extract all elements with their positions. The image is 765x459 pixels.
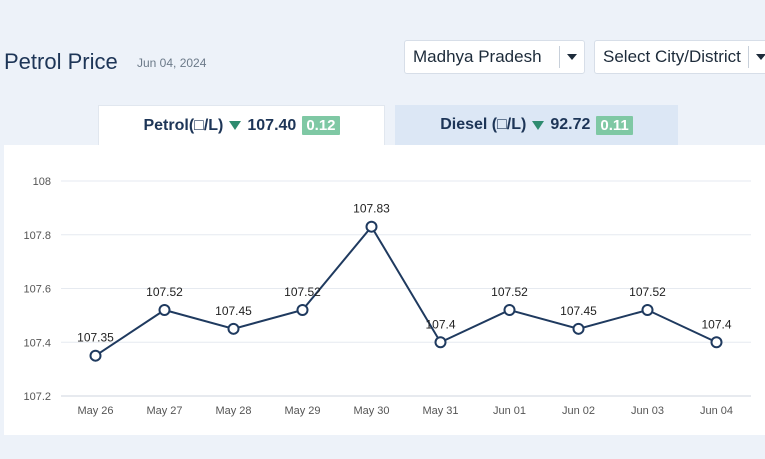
state-select-label: Madhya Pradesh xyxy=(413,47,542,66)
data-point xyxy=(296,304,309,316)
y-tick-label: 107.2 xyxy=(23,391,51,403)
data-label: 107.52 xyxy=(629,285,666,299)
data-label: 107.52 xyxy=(284,285,321,299)
y-tick-label: 107.4 xyxy=(23,337,51,349)
chevron-down-icon[interactable] xyxy=(749,54,765,60)
data-point xyxy=(710,336,723,349)
price-line-chart: 108 107.8 107.6 107.4 107.2 May 26 May 27 May 2… xyxy=(23,176,751,417)
x-tick-label: May 30 xyxy=(353,405,389,417)
x-tick-label: Jun 01 xyxy=(493,405,526,417)
data-label: 107.52 xyxy=(146,285,183,299)
tab-petrol-label: Petrol(□/L) xyxy=(143,116,224,134)
down-arrow-icon xyxy=(229,121,242,130)
city-select[interactable]: Select City/District xyxy=(594,40,765,74)
data-label: 107.4 xyxy=(701,317,731,331)
data-point xyxy=(572,322,585,335)
tab-diesel[interactable]: Diesel (□/L) 92.72 0.11 xyxy=(395,105,678,145)
x-tick-label: Jun 03 xyxy=(631,405,664,417)
y-tick-label: 107.8 xyxy=(23,230,51,242)
data-label: 107.45 xyxy=(215,304,252,318)
x-tick-label: May 28 xyxy=(215,405,251,417)
data-label: 107.35 xyxy=(77,331,114,345)
x-tick-label: May 29 xyxy=(284,405,320,417)
data-label: 107.45 xyxy=(560,304,597,318)
select-divider xyxy=(748,46,749,68)
chevron-down-icon[interactable] xyxy=(560,54,584,60)
y-tick-label: 108 xyxy=(33,176,51,188)
x-tick-label: May 26 xyxy=(77,405,113,417)
x-tick-label: Jun 04 xyxy=(700,405,733,417)
tab-diesel-change-badge: 0.11 xyxy=(596,115,633,135)
data-point xyxy=(641,304,654,316)
y-tick-label: 107.6 xyxy=(23,284,51,296)
data-point xyxy=(365,220,378,233)
tab-diesel-label: Diesel (□/L) xyxy=(440,116,527,133)
data-label: 107.4 xyxy=(425,317,455,331)
tab-petrol-change-badge: 0.12 xyxy=(302,116,340,135)
chart-card: 108 107.8 107.6 107.4 107.2 May 26 May 27 May 2… xyxy=(4,145,765,435)
select-divider xyxy=(559,46,560,68)
x-tick-label: Jun 02 xyxy=(562,405,595,417)
down-arrow-icon xyxy=(532,120,545,130)
state-select[interactable]: Madhya Pradesh xyxy=(404,40,585,74)
series-line xyxy=(94,224,717,357)
page-title: Petrol Price xyxy=(4,49,118,74)
data-label: 107.83 xyxy=(353,202,390,216)
data-point xyxy=(503,304,516,316)
top-strip xyxy=(0,0,765,10)
data-point xyxy=(89,349,102,362)
tab-diesel-price: 92.72 xyxy=(550,116,591,133)
data-point xyxy=(158,304,171,316)
x-tick-label: May 31 xyxy=(422,405,458,417)
tab-petrol[interactable]: Petrol(□/L) 107.40 0.12 xyxy=(98,105,385,145)
x-tick-label: May 27 xyxy=(146,405,182,417)
tab-petrol-price: 107.40 xyxy=(247,116,297,134)
data-label: 107.52 xyxy=(491,285,528,299)
data-point xyxy=(434,336,447,349)
page-date: Jun 04, 2024 xyxy=(137,56,207,70)
data-point xyxy=(227,322,240,335)
city-select-label: Select City/District xyxy=(603,47,741,66)
